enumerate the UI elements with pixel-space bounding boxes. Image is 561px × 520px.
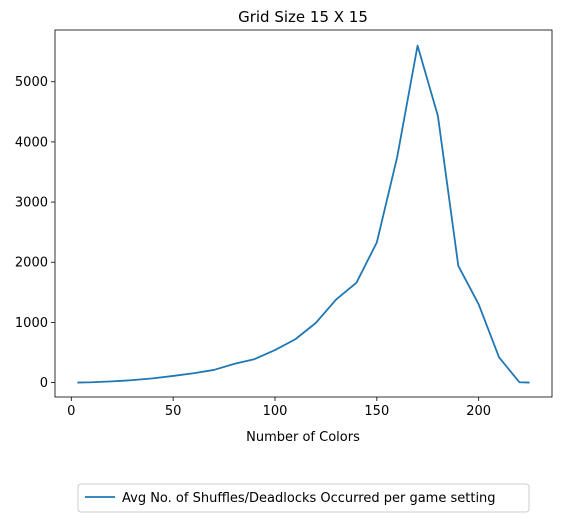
y-tick-label: 3000 bbox=[15, 196, 48, 211]
legend: Avg No. of Shuffles/Deadlocks Occurred p… bbox=[77, 483, 530, 513]
x-tick-label: 100 bbox=[263, 404, 288, 419]
plot-area-frame bbox=[54, 29, 553, 398]
x-tick-label: 0 bbox=[67, 404, 75, 419]
x-tick-label: 200 bbox=[466, 404, 491, 419]
chart-title: Grid Size 15 X 15 bbox=[238, 8, 368, 26]
legend-box bbox=[77, 483, 530, 513]
y-axis-ticks: 0 1000 2000 3000 4000 5000 bbox=[15, 75, 55, 391]
y-tick-label: 2000 bbox=[15, 256, 48, 271]
x-axis-label: Number of Colors bbox=[246, 430, 360, 445]
y-tick-label: 4000 bbox=[15, 135, 48, 150]
y-tick-label: 5000 bbox=[15, 75, 48, 90]
x-tick-label: 150 bbox=[364, 404, 389, 419]
x-axis-ticks: 0 50 100 150 200 bbox=[67, 397, 491, 419]
y-tick-label: 1000 bbox=[15, 316, 48, 331]
x-tick-label: 50 bbox=[165, 404, 182, 419]
y-tick-label: 0 bbox=[40, 376, 48, 391]
legend-label: Avg No. of Shuffles/Deadlocks Occurred p… bbox=[122, 491, 496, 506]
series-layer bbox=[77, 44, 530, 384]
series-line bbox=[77, 44, 530, 384]
